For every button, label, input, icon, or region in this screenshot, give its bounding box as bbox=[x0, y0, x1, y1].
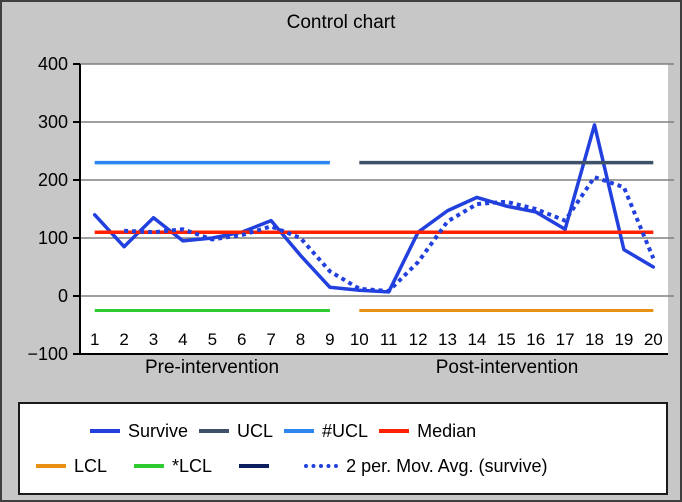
x-tick-label: 9 bbox=[325, 330, 334, 349]
legend-row-2: LCL *LCL 2 per. Mov. Avg. (survive) bbox=[20, 457, 666, 475]
lcl-line-swatch-icon bbox=[36, 464, 66, 469]
legend-row-1: Survive UCL #UCL Median bbox=[20, 422, 666, 440]
x-tick-label: 7 bbox=[266, 330, 275, 349]
legend-item-median: Median bbox=[379, 422, 476, 440]
ucl-line-swatch-icon bbox=[199, 428, 230, 433]
legend-item-hash-ucl: #UCL bbox=[284, 422, 368, 440]
y-tick-label: 300 bbox=[38, 112, 68, 132]
legend-label: Survive bbox=[128, 420, 189, 441]
x-tick-label: 18 bbox=[585, 330, 604, 349]
navy-line-swatch-icon bbox=[239, 464, 270, 469]
x-tick-label: 10 bbox=[350, 330, 369, 349]
pre-intervention-label: Pre-intervention bbox=[144, 357, 280, 378]
x-tick-label: 2 bbox=[119, 330, 128, 349]
legend-item-survive: Survive bbox=[90, 422, 188, 440]
x-tick-label: 4 bbox=[178, 330, 187, 349]
star-lcl-line-swatch-icon bbox=[134, 464, 165, 469]
x-tick-label: 8 bbox=[296, 330, 305, 349]
y-tick-label: −100 bbox=[27, 344, 68, 364]
x-tick-label: 12 bbox=[409, 330, 428, 349]
x-tick-label: 11 bbox=[380, 330, 398, 349]
x-tick-label: 14 bbox=[467, 330, 486, 349]
legend-label: 2 per. Mov. Avg. (survive) bbox=[346, 456, 548, 477]
legend-item-ucl: UCL bbox=[199, 422, 273, 440]
median-line-swatch-icon bbox=[379, 428, 410, 433]
x-tick-label: 1 bbox=[90, 330, 99, 349]
legend-item-unlabeled-navy bbox=[239, 464, 277, 469]
x-tick-label: 6 bbox=[237, 330, 246, 349]
legend-label: LCL bbox=[74, 456, 108, 477]
legend-label: #UCL bbox=[322, 420, 369, 441]
hash-ucl-line-swatch-icon bbox=[284, 428, 315, 433]
legend-label: Median bbox=[417, 420, 477, 441]
legend-item-lcl: LCL bbox=[36, 457, 107, 475]
survive-line-swatch-icon bbox=[90, 428, 120, 433]
legend-box: Survive UCL #UCL Median LCL *LCL bbox=[18, 402, 668, 495]
y-tick-label: 400 bbox=[38, 54, 68, 74]
x-tick-label: 5 bbox=[208, 330, 217, 349]
moving-avg-dotted-swatch-icon bbox=[304, 464, 339, 469]
y-tick-label: 0 bbox=[58, 286, 68, 306]
x-tick-label: 17 bbox=[556, 330, 575, 349]
x-tick-label: 15 bbox=[497, 330, 516, 349]
legend-label: UCL bbox=[237, 420, 274, 441]
y-tick-label: 100 bbox=[38, 228, 68, 248]
series-2-per-mov-avg-survive- bbox=[124, 175, 656, 294]
post-intervention-label: Post-intervention bbox=[435, 357, 579, 378]
y-tick-label: 200 bbox=[38, 170, 68, 190]
legend-item-moving-avg: 2 per. Mov. Avg. (survive) bbox=[304, 457, 547, 475]
x-tick-label: 20 bbox=[644, 330, 663, 349]
legend-item-star-lcl: *LCL bbox=[134, 457, 212, 475]
x-tick-label: 16 bbox=[526, 330, 545, 349]
x-tick-label: 13 bbox=[438, 330, 457, 349]
x-tick-label: 3 bbox=[149, 330, 158, 349]
chart-title: Control chart bbox=[286, 12, 396, 33]
x-tick-label: 19 bbox=[614, 330, 633, 349]
legend-label: *LCL bbox=[172, 456, 213, 477]
